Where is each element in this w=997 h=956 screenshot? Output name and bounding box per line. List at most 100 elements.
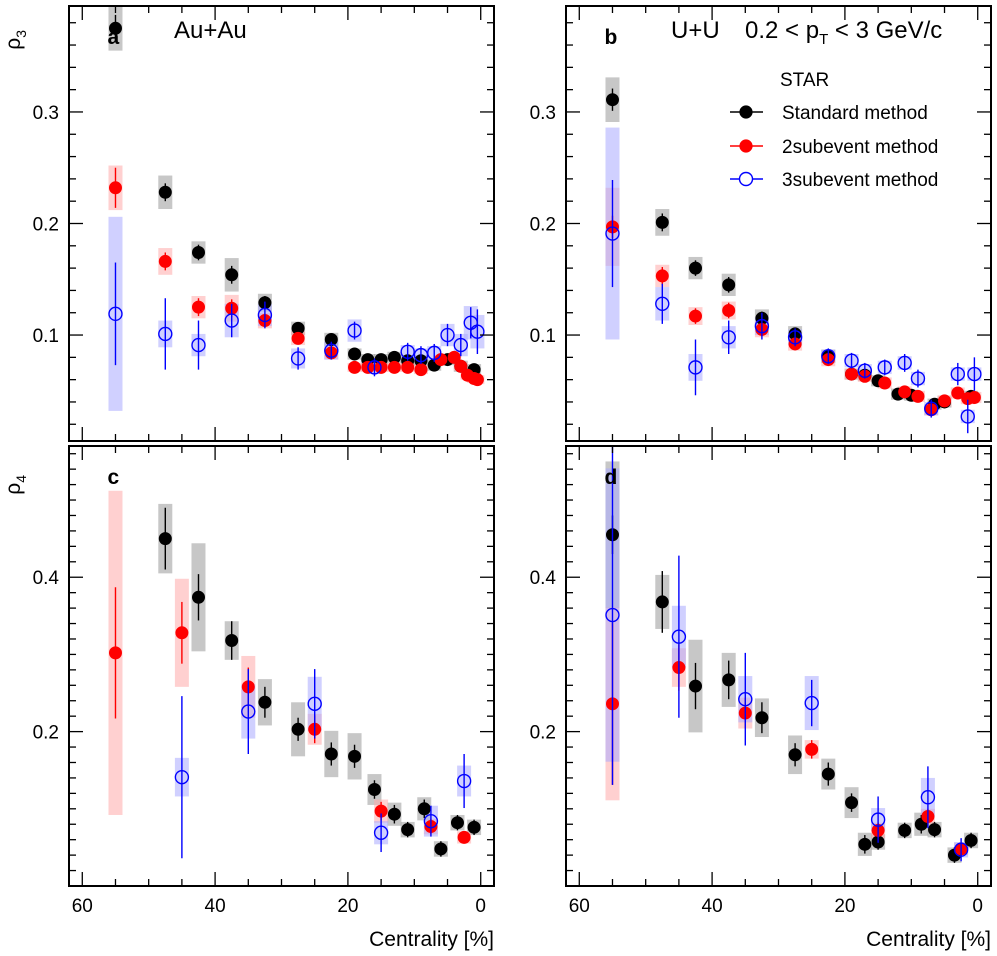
- point-d-s0-8: [858, 837, 872, 851]
- point-a-s1-15: [454, 359, 468, 373]
- point-b-s2-0: [605, 226, 620, 241]
- point-a-s1-2: [191, 300, 205, 314]
- point-a-s2-8: [367, 360, 382, 375]
- point-c-s2-4: [423, 813, 439, 829]
- y-tick-label: 0.1: [33, 326, 59, 347]
- panels: 0.1 0.2 0.3 a Au+Au 0.1 0.2 0.3 b U+U 0.2 0.4 60 40 20…: [33, 5, 992, 951]
- point-a-s2-9: [400, 344, 415, 359]
- point-b-s2-14: [960, 409, 975, 424]
- point-b-s0-0: [605, 93, 619, 107]
- plot-area: [605, 77, 982, 434]
- point-c-s2-3: [373, 825, 389, 840]
- point-c-s0-4: [291, 722, 305, 736]
- point-a-s1-18: [470, 373, 484, 387]
- point-b-s2-12: [924, 401, 939, 416]
- point-b-s1-13: [938, 394, 952, 408]
- point-a-s1-0: [108, 181, 122, 195]
- x-axis-title: Centrality [%]: [866, 928, 991, 951]
- point-d-s2-5: [920, 790, 936, 805]
- point-a-s2-13: [453, 337, 468, 353]
- point-d-s0-1: [655, 595, 669, 609]
- point-a-s1-12: [414, 363, 428, 377]
- point-c-s1-6: [457, 830, 471, 844]
- point-a-s1-7: [348, 360, 362, 374]
- point-b-s2-8: [857, 363, 873, 378]
- point-d-s2-3: [804, 695, 819, 711]
- y-tick-label: 0.2: [33, 723, 59, 744]
- legend-entry-standard: Standard method: [730, 103, 928, 124]
- point-a-s1-14: [447, 350, 461, 364]
- panel-label-a: a: [107, 26, 119, 49]
- point-d-s0-7: [845, 796, 859, 810]
- x-tick-label: 40: [205, 896, 226, 917]
- legend-entry-2subevent: 2subevent method: [730, 137, 938, 158]
- point-b-s1-3: [722, 304, 736, 317]
- point-c-s2-0: [174, 769, 190, 785]
- point-a-s2-3: [224, 313, 239, 328]
- panel-a: 0.1 0.2 0.3 a Au+Au: [33, 5, 495, 442]
- x-tick-label: 0: [972, 896, 983, 917]
- point-c-s0-6: [348, 749, 362, 763]
- point-d-s2-6: [953, 842, 969, 857]
- point-b-s2-2: [688, 360, 703, 375]
- y-tick-label: 0.2: [33, 215, 59, 236]
- legend: STAR Standard method 2subevent method 3s…: [730, 70, 938, 191]
- plot-area: [108, 490, 482, 859]
- point-b-s1-11: [911, 389, 925, 403]
- kinematic-cut-label: 0.2 < pT < 3 GeV/c: [745, 17, 942, 48]
- point-a-s2-15: [470, 324, 485, 339]
- y-tick-label: 0.3: [530, 103, 556, 124]
- x-tick-label: 60: [569, 896, 590, 917]
- point-a-s2-2: [191, 337, 206, 353]
- x-axis-title: Centrality [%]: [369, 928, 494, 951]
- point-a-s2-4: [257, 307, 273, 323]
- x-tick-label: 60: [72, 896, 93, 917]
- point-c-s0-12: [450, 816, 464, 830]
- point-c-s0-0: [158, 532, 172, 546]
- legend-entry-3subevent: 3subevent method: [730, 170, 938, 191]
- point-a-s2-7: [347, 323, 362, 338]
- point-c-s2-2: [307, 696, 322, 712]
- point-c-s0-9: [401, 823, 415, 837]
- point-d-s0-10: [898, 823, 912, 837]
- point-c-s2-1: [241, 704, 256, 719]
- point-b-s2-15: [967, 366, 982, 382]
- point-a-s2-5: [290, 351, 306, 366]
- point-d-s0-3: [722, 673, 736, 687]
- legend-label-standard: Standard method: [782, 103, 928, 124]
- point-c-s0-11: [434, 842, 448, 856]
- point-d-s0-4: [755, 711, 769, 725]
- point-c-s1-0: [108, 646, 122, 660]
- x-tick-label: 0: [475, 896, 486, 917]
- point-c-s0-3: [258, 695, 272, 709]
- point-c-s0-5: [324, 747, 338, 761]
- point-c-s0-10: [417, 802, 431, 816]
- y-tick-label: 0.4: [33, 568, 60, 589]
- point-a-s2-12: [440, 327, 455, 343]
- y-tick-label: 0.3: [33, 103, 59, 124]
- point-a-s1-1: [158, 254, 172, 268]
- point-a-s0-1: [158, 185, 172, 199]
- point-b-s0-3: [722, 278, 736, 292]
- collision-label-a: Au+Au: [174, 17, 247, 44]
- legend-title: STAR: [780, 70, 829, 91]
- point-a-s2-6: [324, 343, 339, 358]
- collision-label-b: U+U: [671, 17, 720, 44]
- point-c-s2-5: [456, 773, 472, 789]
- plot-area: [108, 6, 485, 411]
- point-d-s1-3: [805, 742, 819, 756]
- point-a-s2-1: [158, 326, 173, 342]
- y-axis-title-rho3: ρ3: [2, 30, 29, 50]
- point-c-s0-2: [225, 634, 239, 648]
- point-d-s2-2: [738, 691, 753, 707]
- panel-d: 0.2 0.4 60 40 20 0 Centrality [%] d: [530, 445, 992, 951]
- point-b-s1-9: [878, 376, 892, 390]
- x-tick-label: 40: [702, 896, 723, 917]
- point-a-s1-10: [387, 360, 401, 374]
- point-c-s0-7: [367, 783, 381, 797]
- point-d-s0-5: [788, 748, 802, 762]
- point-d-s2-1: [671, 629, 687, 644]
- point-d-s0-2: [688, 679, 702, 693]
- point-d-s0-14: [964, 833, 978, 847]
